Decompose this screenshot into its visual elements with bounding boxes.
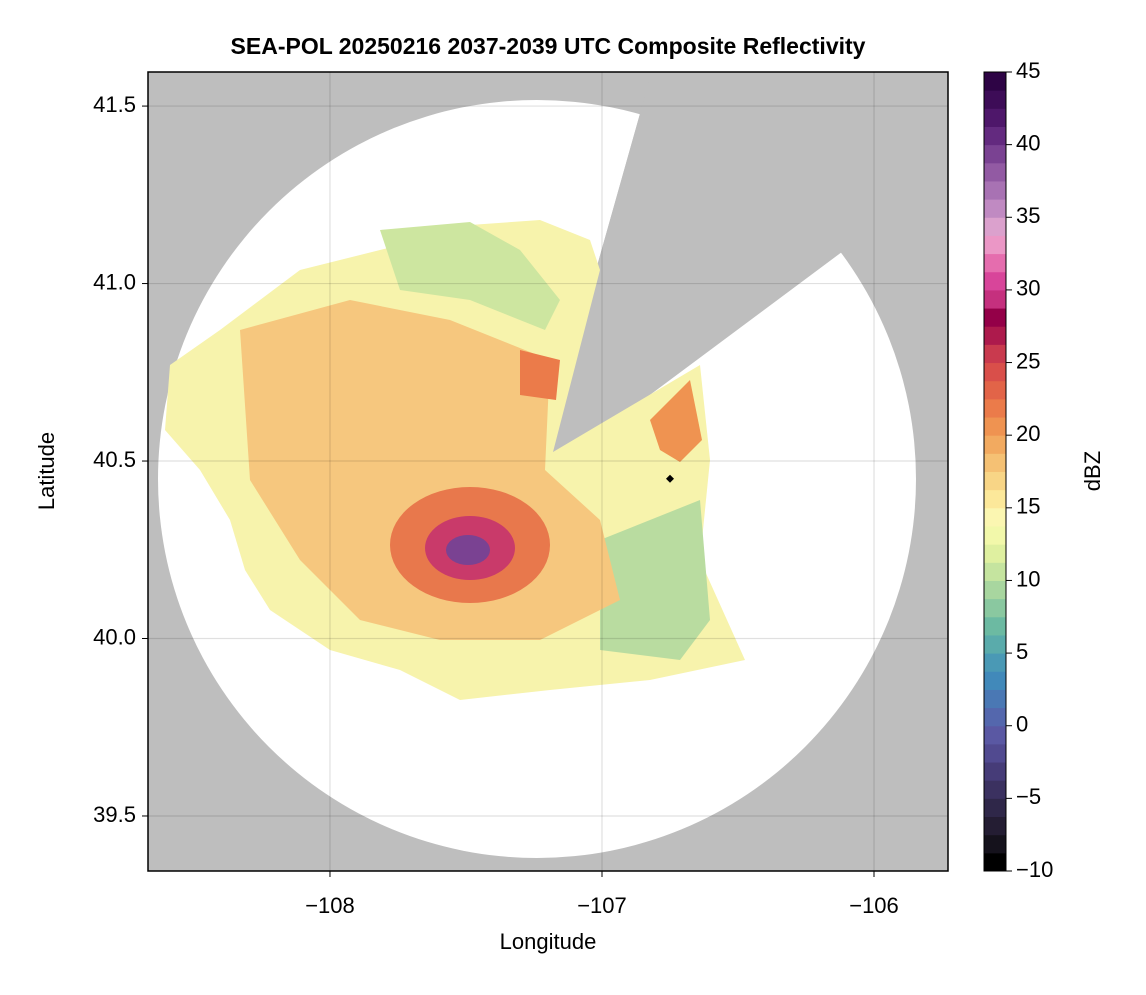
x-tick-label: −107 [577,893,627,918]
colorbar-tick-label: 0 [1016,712,1028,737]
colorbar-band [984,598,1006,618]
colorbar-band [984,852,1006,872]
colorbar-band [984,525,1006,545]
colorbar-band [984,144,1006,164]
colorbar-band [984,308,1006,327]
colorbar-tick-label: 5 [1016,639,1028,664]
y-tick-label: 41.5 [93,92,136,117]
x-axis-label: Longitude [500,929,597,954]
colorbar-tick-label: 15 [1016,494,1040,519]
colorbar-band [984,743,1006,763]
colorbar-band [984,199,1006,218]
y-axis-label: Latitude [34,432,59,510]
echo-moderate [520,350,560,400]
colorbar-band [984,725,1006,745]
colorbar-band [984,489,1006,509]
colorbar-band [984,471,1006,491]
colorbar-band [984,417,1006,436]
echo-weak [600,500,710,660]
colorbar-band [984,653,1006,672]
y-tick-label: 41.0 [93,269,136,294]
colorbar-tick-label: 10 [1016,566,1040,591]
colorbar-band [984,380,1006,400]
colorbar-band [984,162,1006,182]
colorbar-band [984,326,1006,345]
colorbar-band [984,634,1006,654]
colorbar-band [984,72,1006,91]
colorbar-band [984,253,1006,273]
echo-core [446,535,490,565]
colorbar-tick-label: −10 [1016,857,1053,882]
colorbar-band [984,562,1006,581]
colorbar-band [984,671,1006,690]
colorbar-label: dBZ [1080,451,1105,491]
colorbar-band [984,544,1006,563]
colorbar-band [984,762,1006,781]
radar-field [158,72,948,858]
y-tick-label: 40.0 [93,624,136,649]
colorbar-tick-label: −5 [1016,784,1041,809]
echo-moderate [650,380,702,462]
colorbar-band [984,507,1006,527]
plot-frame [147,71,949,872]
colorbar-band [984,271,1006,291]
echo-weak [380,222,560,330]
colorbar-band [984,126,1006,146]
colorbar-tick-label: 40 [1016,130,1040,155]
colorbar-band [984,217,1006,236]
x-tick-label: −106 [849,893,899,918]
y-tick-label: 40.5 [93,447,136,472]
colorbar-tick-label: 45 [1016,58,1040,83]
colorbar-band [984,90,1006,109]
colorbar-band [984,780,1006,799]
colorbar-tick-label: 30 [1016,276,1040,301]
colorbar-band [984,108,1006,127]
colorbar-band [984,344,1006,364]
colorbar-band [984,580,1006,600]
colorbar-band [984,707,1006,727]
colorbar-band [984,398,1006,418]
colorbar-band [984,362,1006,382]
colorbar-band [984,616,1006,636]
colorbar-band [984,834,1006,854]
colorbar-band [984,435,1006,454]
colorbar-band [984,453,1006,472]
colorbar-tick-label: 35 [1016,203,1040,228]
colorbar-tick-label: 25 [1016,348,1040,373]
colorbar-tick-label: 20 [1016,421,1040,446]
chart-title: SEA-POL 20250216 2037-2039 UTC Composite… [231,33,866,59]
colorbar-band [984,180,1006,200]
x-tick-label: −108 [305,893,355,918]
colorbar-band [984,816,1006,836]
colorbar-band [984,798,1006,818]
station-marker [665,474,674,483]
colorbar-band [984,235,1006,255]
y-tick-label: 39.5 [93,802,136,827]
colorbar-frame [983,71,1007,872]
colorbar-band [984,289,1006,309]
colorbar-band [984,689,1006,709]
blocked-sector [537,72,948,479]
